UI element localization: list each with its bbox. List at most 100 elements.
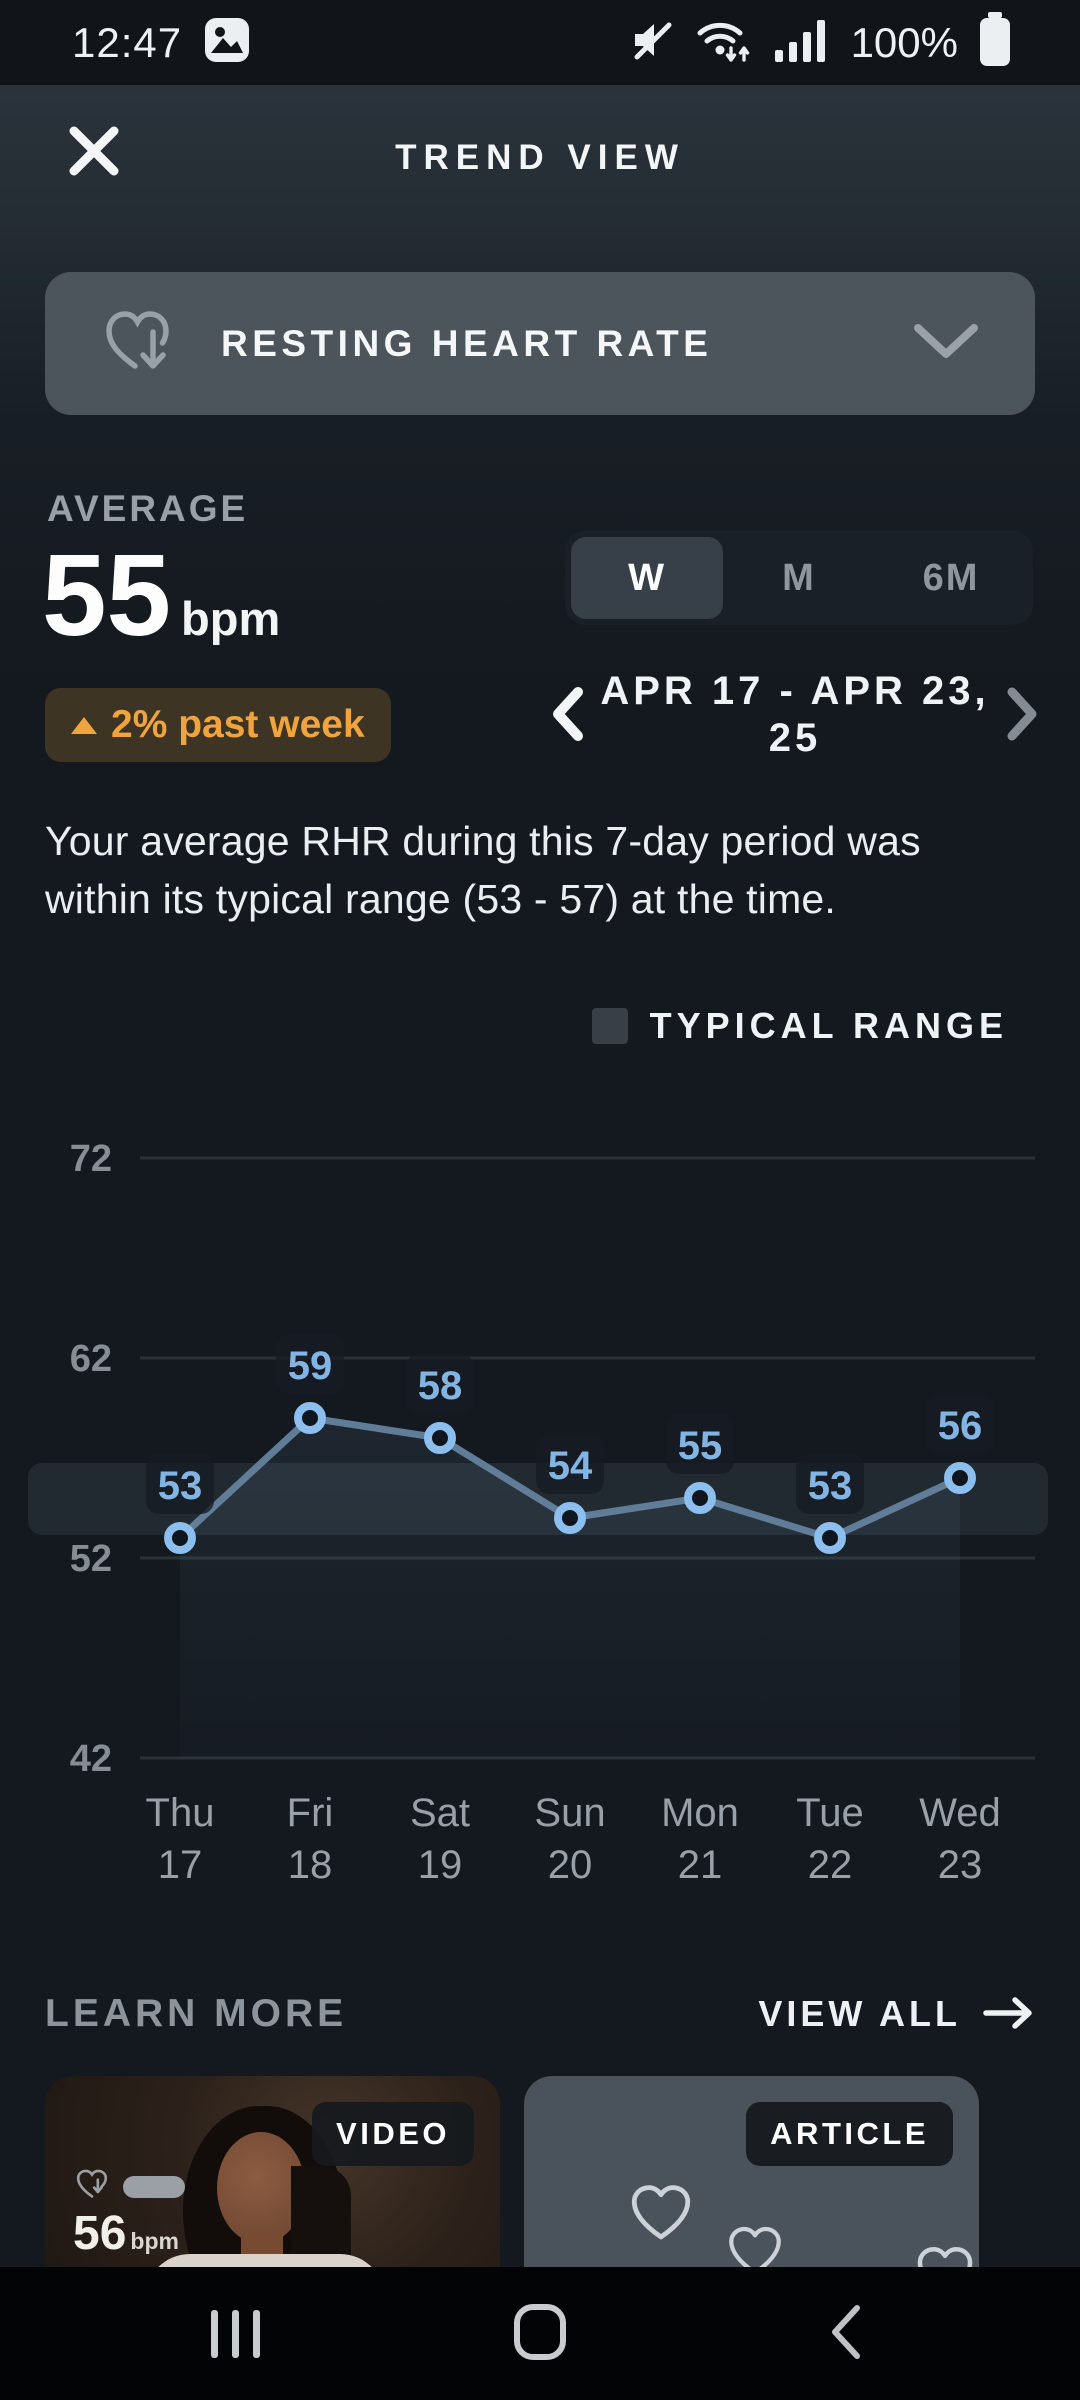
learn-more-title: LEARN MORE <box>45 1992 348 2035</box>
x-tick-day: Thu <box>146 1791 215 1835</box>
heart-icon <box>628 2182 694 2249</box>
point-value-label: 54 <box>548 1444 593 1488</box>
data-point[interactable] <box>294 1402 326 1434</box>
view-all-label: VIEW ALL <box>758 1993 961 2034</box>
video-badge: VIDEO <box>312 2102 474 2166</box>
x-tick-day: Wed <box>919 1791 1001 1835</box>
arrow-up-icon <box>71 716 97 734</box>
x-tick-day: Fri <box>287 1791 334 1835</box>
x-tick-day: Sat <box>410 1791 470 1835</box>
y-tick-label: 62 <box>70 1338 112 1380</box>
wifi-icon <box>695 16 753 69</box>
close-icon <box>65 122 123 183</box>
point-value-label: 56 <box>938 1404 983 1448</box>
next-week-button[interactable] <box>996 676 1050 755</box>
point-value-label: 59 <box>288 1344 333 1388</box>
resting-heart-rate-icon <box>101 304 177 383</box>
average-number: 55 <box>42 530 172 660</box>
chart-legend: TYPICAL RANGE <box>0 1005 1008 1047</box>
signal-icon <box>773 16 831 69</box>
point-value-label: 58 <box>418 1364 463 1408</box>
summary-text: Your average RHR during this 7-day perio… <box>45 818 921 922</box>
close-button[interactable] <box>52 110 136 194</box>
x-tick-date: 17 <box>158 1843 203 1887</box>
typical-range-swatch <box>591 1008 628 1044</box>
learn-more-header: LEARN MORE VIEW ALL <box>45 1992 1035 2036</box>
x-tick-day: Mon <box>661 1791 739 1835</box>
clock: 12:47 <box>72 18 183 66</box>
point-label-pill <box>276 1334 344 1394</box>
point-label-pill <box>406 1354 474 1414</box>
time-range-tabs: W M 6M <box>565 531 1033 625</box>
metric-selector-label: RESTING HEART RATE <box>221 322 713 364</box>
point-value-label: 53 <box>808 1464 853 1508</box>
tab-six-months[interactable]: 6M <box>875 537 1027 619</box>
x-tick-date: 21 <box>678 1843 723 1887</box>
tab-week[interactable]: W <box>571 537 723 619</box>
x-tick-date: 22 <box>808 1843 853 1887</box>
recents-icon <box>210 2309 260 2358</box>
date-navigator: APR 17 - APR 23, 25 <box>540 668 1050 762</box>
data-point[interactable] <box>164 1522 196 1554</box>
average-value: 55 bpm <box>42 528 280 662</box>
y-tick-label: 42 <box>70 1738 112 1780</box>
chevron-down-icon <box>913 323 979 364</box>
y-tick-label: 52 <box>70 1538 112 1580</box>
tab-month[interactable]: M <box>723 537 875 619</box>
typical-range-label: TYPICAL RANGE <box>649 1005 1008 1046</box>
date-range-line1: APR 17 - APR 23, <box>600 669 990 713</box>
data-point[interactable] <box>684 1482 716 1514</box>
point-label-pill <box>146 1454 214 1514</box>
point-label-pill <box>666 1414 734 1474</box>
heart-icon <box>726 2224 784 2284</box>
battery-percent: 100% <box>850 18 958 66</box>
x-tick-date: 19 <box>418 1843 463 1887</box>
recents-button[interactable] <box>190 2289 280 2379</box>
average-unit: bpm <box>181 592 281 645</box>
y-tick-label: 72 <box>70 1138 112 1180</box>
point-label-pill <box>926 1394 994 1454</box>
rhr-trend-chart[interactable]: 72 62 52 42 53 59 58 54 55 53 56 Thu 17 Fri 18 Sat 19 Sun… <box>0 1100 1080 1890</box>
article-badge: ARTICLE <box>746 2102 953 2166</box>
data-point[interactable] <box>424 1422 456 1454</box>
x-tick-date: 18 <box>288 1843 333 1887</box>
watch-overlay <box>75 2168 185 2205</box>
app-header: TREND VIEW <box>0 108 1080 208</box>
point-label-pill <box>536 1434 604 1494</box>
back-button[interactable] <box>800 2289 890 2379</box>
area-fill <box>180 1418 960 1758</box>
status-bar: 12:47 <box>0 0 1080 85</box>
heart-icon <box>914 2244 976 2307</box>
view-all-button[interactable]: VIEW ALL <box>758 1993 1035 2035</box>
x-tick-day: Sun <box>534 1791 605 1835</box>
x-tick-date: 20 <box>548 1843 593 1887</box>
point-value-label: 53 <box>158 1464 203 1508</box>
point-label-pill <box>796 1454 864 1514</box>
back-icon <box>827 2302 863 2365</box>
previous-week-button[interactable] <box>540 676 594 755</box>
photo-notification-icon <box>204 17 250 68</box>
watch-pill <box>123 2175 185 2198</box>
x-tick-date: 23 <box>938 1843 983 1887</box>
mute-icon <box>629 17 675 68</box>
android-navbar <box>0 2267 1080 2400</box>
data-point[interactable] <box>814 1522 846 1554</box>
data-point[interactable] <box>554 1502 586 1534</box>
metric-selector-dropdown[interactable]: RESTING HEART RATE <box>45 272 1035 415</box>
trend-badge: 2% past week <box>45 688 391 762</box>
date-range-label: APR 17 - APR 23, 25 <box>594 668 996 762</box>
video-rhr-overlay: 56 bpm <box>73 2207 179 2260</box>
point-value-label: 55 <box>678 1424 723 1468</box>
date-range-line2: 25 <box>768 716 822 760</box>
chevron-left-icon <box>550 686 584 745</box>
page-title: TREND VIEW <box>395 138 685 177</box>
average-label: AVERAGE <box>47 488 249 529</box>
data-point[interactable] <box>944 1462 976 1494</box>
home-button[interactable] <box>495 2289 585 2379</box>
heart-icon <box>75 2168 109 2205</box>
battery-icon <box>978 12 1012 73</box>
home-icon <box>513 2303 567 2364</box>
arrow-right-icon <box>983 1996 1035 2033</box>
x-tick-day: Tue <box>796 1791 863 1835</box>
